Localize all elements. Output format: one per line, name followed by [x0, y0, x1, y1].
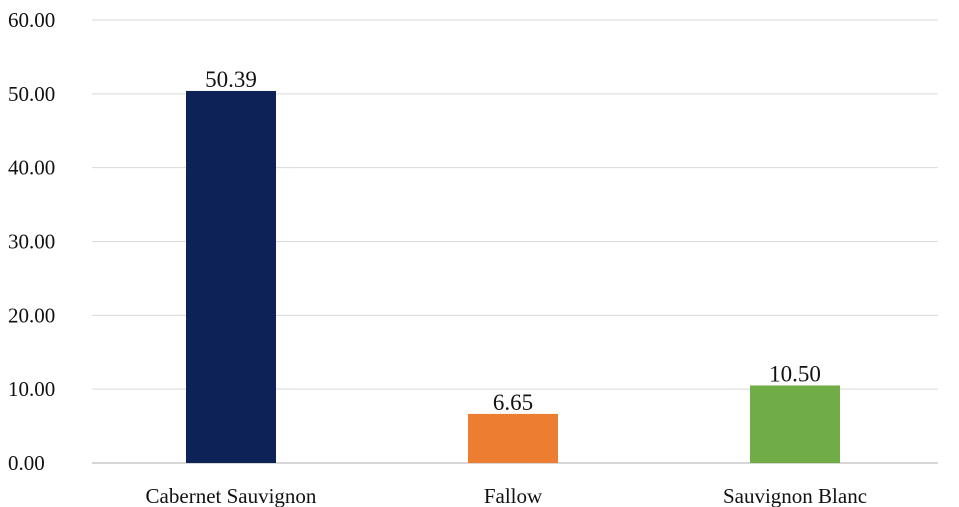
x-axis-category-labels: Cabernet Sauvignon Fallow Sauvignon Blanc: [146, 484, 867, 507]
y-tick-label: 20.00: [8, 303, 55, 327]
bars: [186, 90, 840, 464]
y-tick-label: 0.00: [8, 451, 45, 475]
x-category-label: Cabernet Sauvignon: [146, 484, 317, 507]
y-tick-label: 50.00: [8, 82, 55, 106]
data-label: 6.65: [493, 390, 533, 415]
data-label: 50.39: [205, 67, 257, 92]
y-tick-label: 10.00: [8, 377, 55, 401]
data-labels: 50.39 6.65 10.50: [205, 67, 821, 415]
y-axis-tick-labels: 0.00 10.00 20.00 30.00 40.00 50.00 60.00: [8, 8, 55, 475]
bar-cabernet-sauvignon: [186, 90, 276, 464]
bar-sauvignon-blanc: [750, 385, 840, 463]
x-category-label: Fallow: [484, 484, 543, 507]
x-category-label: Sauvignon Blanc: [723, 484, 867, 507]
y-tick-label: 60.00: [8, 8, 55, 32]
data-label: 10.50: [769, 361, 821, 386]
y-tick-label: 30.00: [8, 230, 55, 254]
bar-fallow: [468, 413, 558, 463]
y-tick-label: 40.00: [8, 156, 55, 180]
